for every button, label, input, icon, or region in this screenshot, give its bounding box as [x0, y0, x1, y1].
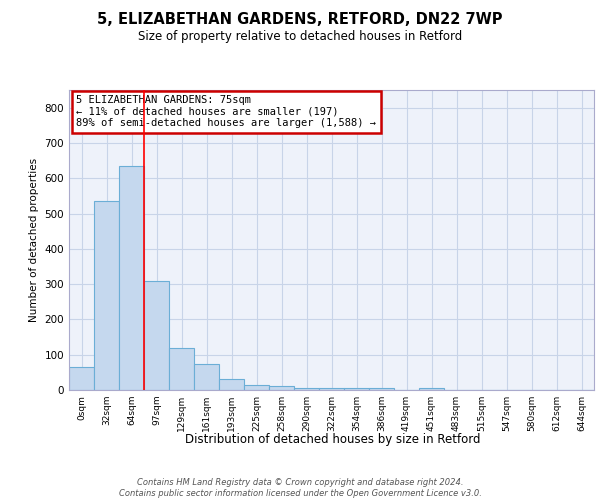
Text: Contains HM Land Registry data © Crown copyright and database right 2024.
Contai: Contains HM Land Registry data © Crown c…	[119, 478, 481, 498]
Text: 5 ELIZABETHAN GARDENS: 75sqm
← 11% of detached houses are smaller (197)
89% of s: 5 ELIZABETHAN GARDENS: 75sqm ← 11% of de…	[77, 96, 377, 128]
Bar	[319, 388, 344, 390]
Bar	[219, 380, 244, 390]
Bar	[419, 388, 444, 390]
Bar	[169, 348, 194, 390]
Y-axis label: Number of detached properties: Number of detached properties	[29, 158, 39, 322]
Bar	[344, 388, 369, 390]
Text: Distribution of detached houses by size in Retford: Distribution of detached houses by size …	[185, 432, 481, 446]
Bar	[369, 388, 394, 390]
Bar	[194, 364, 219, 390]
Text: 5, ELIZABETHAN GARDENS, RETFORD, DN22 7WP: 5, ELIZABETHAN GARDENS, RETFORD, DN22 7W…	[97, 12, 503, 28]
Bar	[269, 386, 294, 390]
Bar	[94, 201, 119, 390]
Bar	[294, 388, 319, 390]
Bar	[69, 367, 94, 390]
Text: Size of property relative to detached houses in Retford: Size of property relative to detached ho…	[138, 30, 462, 43]
Bar	[119, 166, 144, 390]
Bar	[144, 280, 169, 390]
Bar	[244, 384, 269, 390]
